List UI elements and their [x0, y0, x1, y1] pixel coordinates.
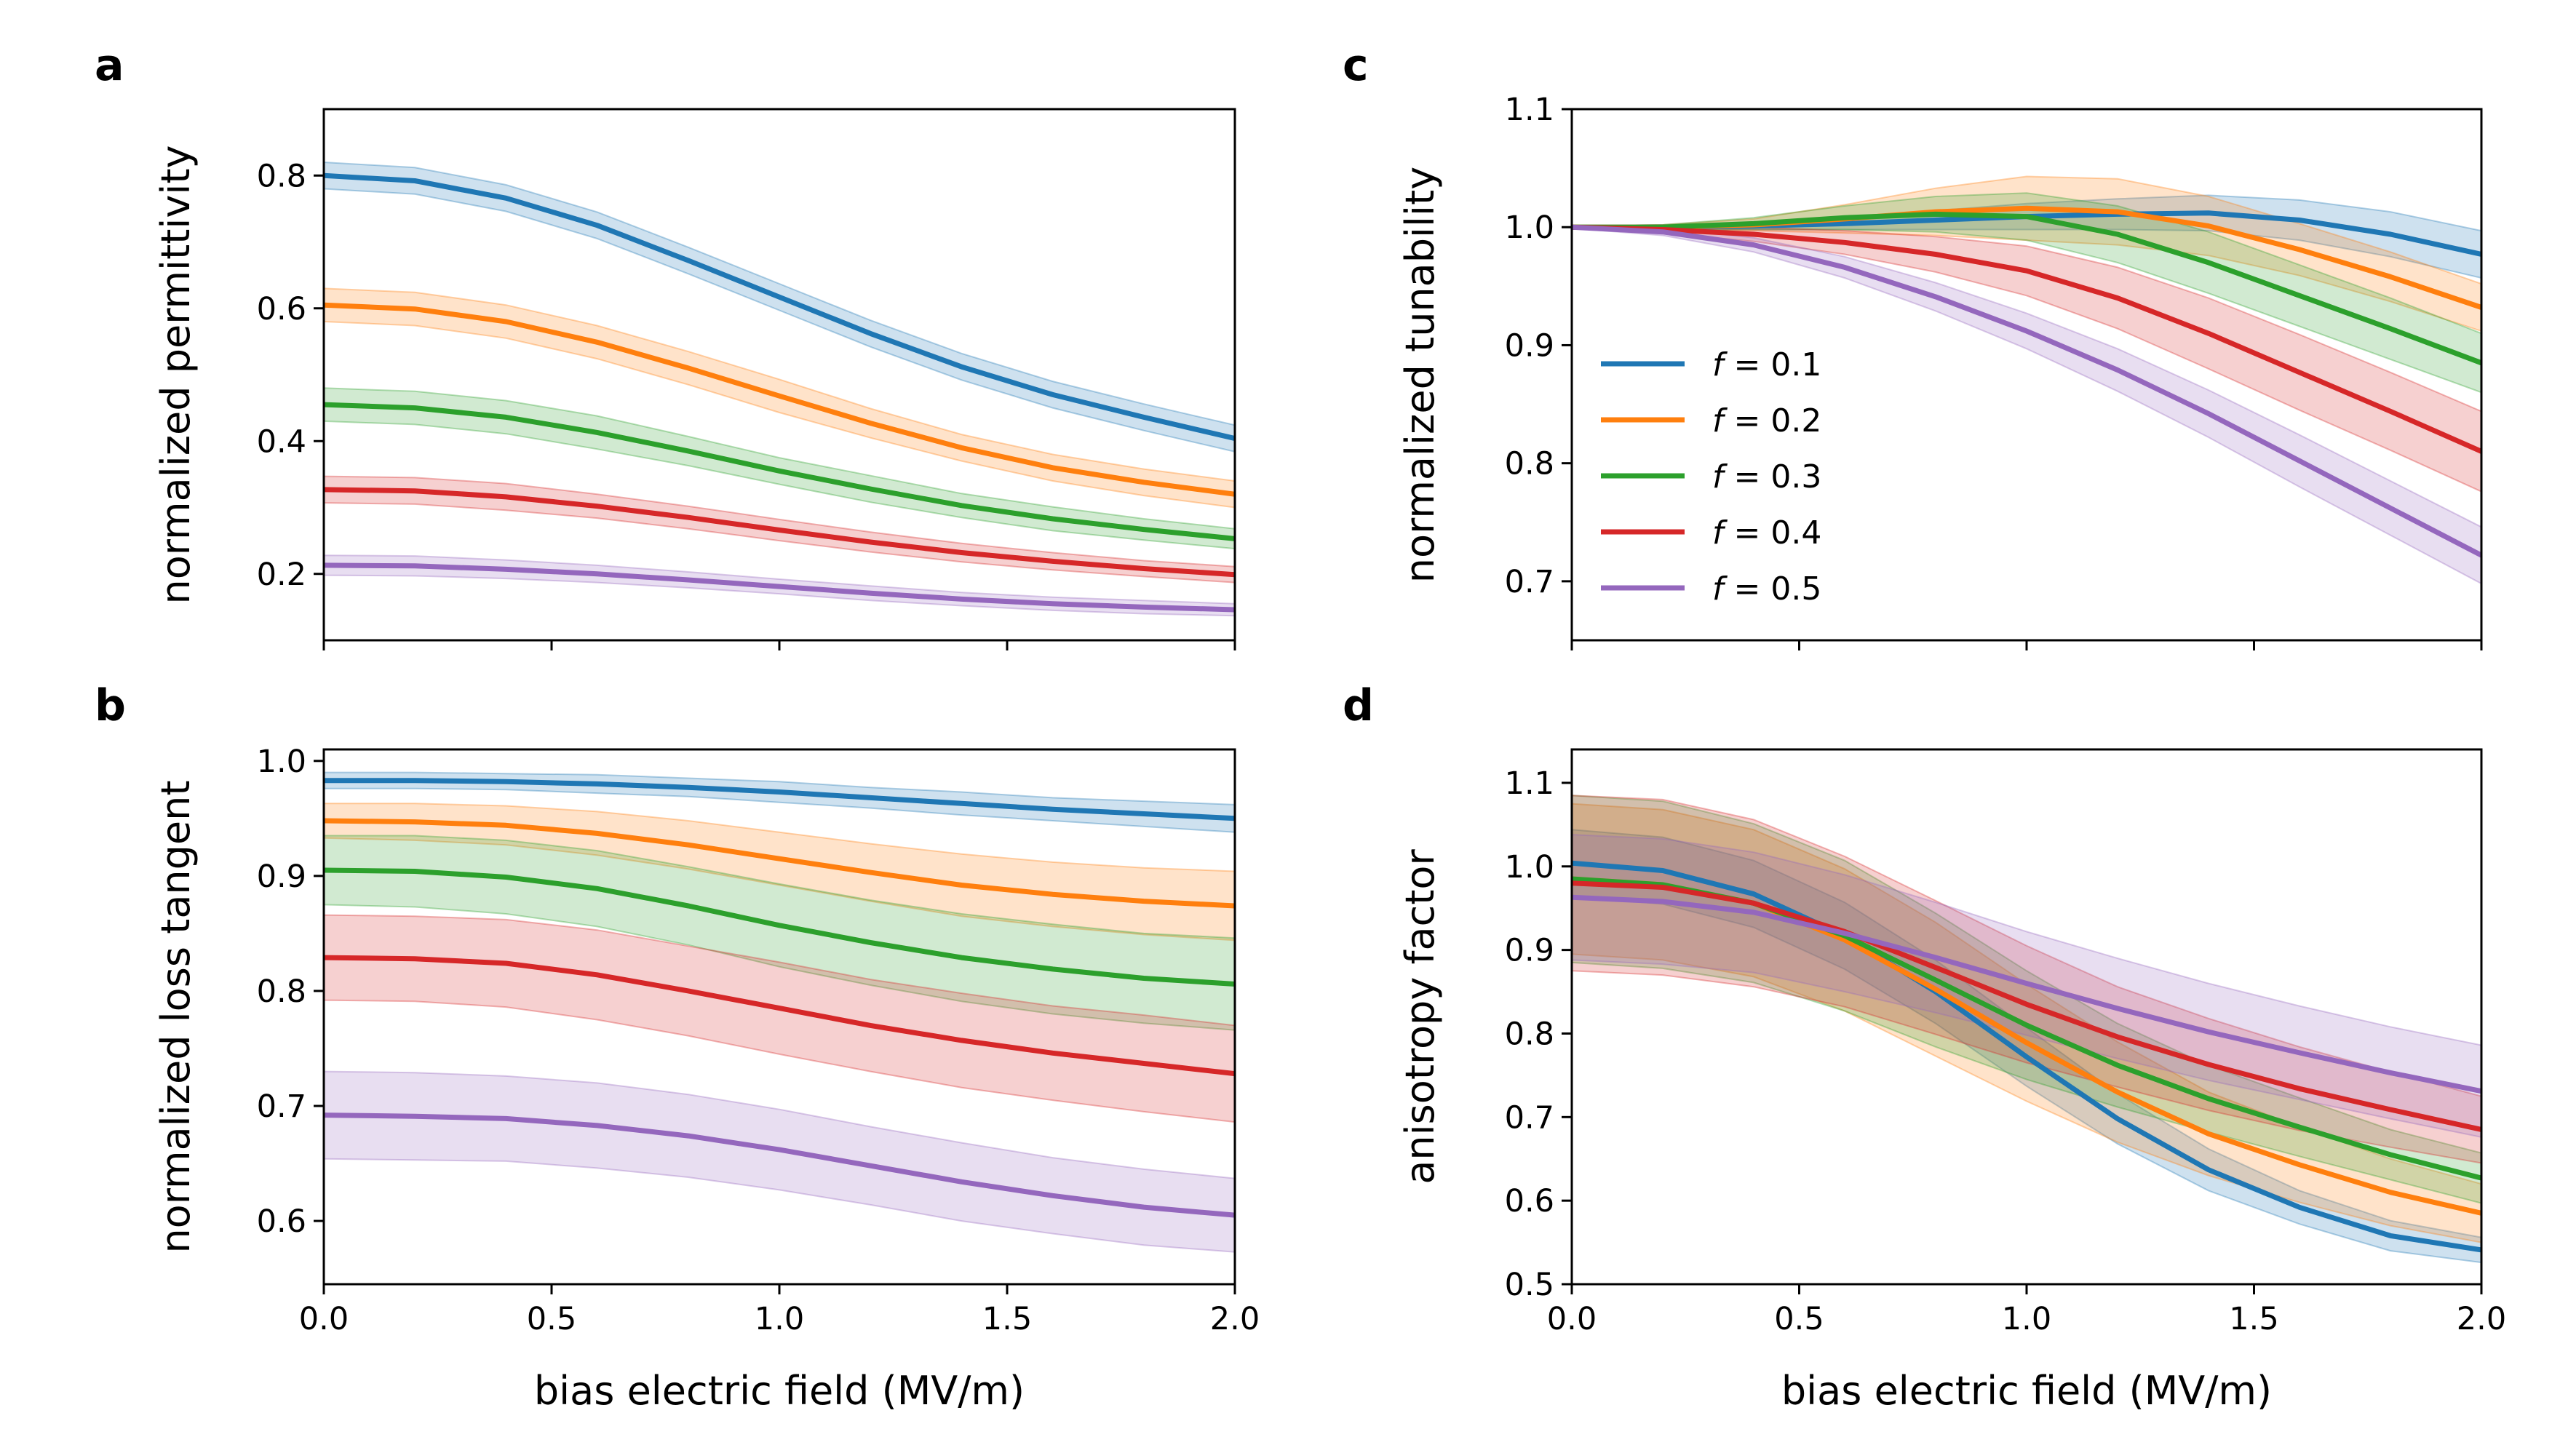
series-line-3 — [1572, 211, 2481, 366]
y-tick-label: 0.9 — [1505, 327, 1554, 364]
legend-value: = 0.4 — [1724, 514, 1822, 552]
x-axis-label: bias electric field (MV/m) — [534, 1368, 1025, 1414]
y-tick-label: 0.8 — [257, 158, 306, 194]
y-tick-label: 0.7 — [1505, 1099, 1554, 1136]
panel-c: 0.7 0.8 0.9 1.0 1.1 normalized tunability c — [1343, 40, 2483, 650]
y-tick-label: 0.8 — [1505, 1016, 1554, 1052]
legend-label-3: f = 0.3 — [1712, 458, 1821, 495]
y-axis-label: anisotropy factor — [1397, 849, 1443, 1185]
y-tick-label: 0.7 — [1505, 564, 1554, 600]
series-line-1 — [1572, 860, 2481, 1253]
uncertainty-band-1 — [324, 771, 1235, 833]
y-tick-label: 1.0 — [1505, 210, 1554, 246]
x-tick-label: 1.0 — [2002, 1301, 2051, 1337]
x-tick-label: 0.0 — [299, 1301, 349, 1337]
panel-b: 0.6 0.7 0.8 0.9 1.0 0.0 0.5 1.0 1.5 2.0 bias elect… — [95, 680, 1260, 1414]
uncertainty-band-5 — [324, 1070, 1235, 1253]
series-line-5 — [1572, 894, 2481, 1094]
y-tick-label: 0.2 — [257, 557, 306, 593]
legend: f = 0.1 f = 0.2 f = 0.3 f = 0.4 f = 0.5 — [1601, 346, 1821, 608]
legend-value: = 0.3 — [1724, 458, 1822, 495]
series-line-3 — [324, 867, 1235, 987]
series-line-1 — [324, 778, 1235, 821]
legend-value: = 0.1 — [1724, 346, 1822, 383]
series-line-4 — [1572, 224, 2481, 454]
x-tick-label: 1.5 — [2229, 1301, 2278, 1337]
legend-label-5: f = 0.5 — [1712, 570, 1821, 608]
panel-letter: c — [1343, 40, 1369, 91]
uncertainty-band-4 — [1572, 225, 2481, 493]
y-tick-label: 1.1 — [1505, 92, 1554, 128]
y-tick-label: 1.0 — [257, 744, 306, 780]
plot-area — [1572, 175, 2481, 585]
series-line-2 — [324, 818, 1235, 909]
uncertainty-band-2 — [324, 803, 1235, 942]
uncertainty-band-5 — [1572, 225, 2481, 585]
plot-area — [1572, 795, 2481, 1264]
x-tick-label: 1.5 — [982, 1301, 1032, 1337]
y-tick-label: 1.1 — [1505, 765, 1554, 802]
series-line-4 — [1572, 880, 2481, 1132]
plot-area — [324, 771, 1235, 1253]
x-tick-label: 0.0 — [1547, 1301, 1597, 1337]
y-tick-label: 0.8 — [257, 974, 306, 1010]
uncertainty-band-1 — [1572, 829, 2481, 1264]
y-tick-label: 0.8 — [1505, 446, 1554, 482]
y-tick-label: 0.7 — [257, 1088, 306, 1125]
uncertainty-band-3 — [324, 387, 1235, 550]
y-tick-label: 1.0 — [1505, 849, 1554, 885]
legend-label-1: f = 0.1 — [1712, 346, 1821, 383]
y-tick-label: 0.4 — [257, 423, 306, 460]
x-tick-label: 0.5 — [527, 1301, 576, 1337]
y-tick-label: 0.5 — [1505, 1267, 1554, 1303]
uncertainty-band-4 — [1572, 795, 2481, 1164]
series-line-5 — [1572, 224, 2481, 558]
y-tick-label: 0.9 — [1505, 933, 1554, 969]
y-axis-label: normalized tunability — [1397, 167, 1443, 583]
x-tick-label: 0.5 — [1774, 1301, 1824, 1337]
y-tick-label: 0.6 — [1505, 1183, 1554, 1219]
panel-d: 0.50.60.70.80.91.01.10.0 0.5 1.0 1.5 2.0bias… — [1343, 680, 2506, 1414]
panel-letter: d — [1343, 680, 1374, 731]
y-axis-label: normalized loss tangent — [153, 780, 199, 1253]
panel-letter: b — [95, 680, 126, 731]
x-tick-label: 2.0 — [1210, 1301, 1260, 1337]
series-line-3 — [324, 402, 1235, 541]
y-tick-label: 0.9 — [257, 859, 306, 895]
x-tick-label: 2.0 — [2457, 1301, 2506, 1337]
series-line-2 — [324, 302, 1235, 497]
legend-value: = 0.2 — [1724, 402, 1822, 439]
series-line-4 — [324, 955, 1235, 1077]
y-tick-label: 0.6 — [257, 291, 306, 327]
x-axis-label: bias electric field (MV/m) — [1781, 1368, 2272, 1414]
panel-a: 0.2 0.4 0.6 0.8 normalized permittivity a — [95, 40, 1236, 650]
series-line-5 — [324, 1112, 1235, 1218]
plot-area — [324, 161, 1235, 617]
uncertainty-band-3 — [1572, 795, 2481, 1204]
legend-label-2: f = 0.2 — [1712, 402, 1821, 439]
y-axis-label: normalized permittivity — [153, 145, 199, 604]
legend-label-4: f = 0.4 — [1712, 514, 1821, 552]
legend-value: = 0.5 — [1724, 570, 1822, 608]
uncertainty-band-3 — [1572, 192, 2481, 394]
series-line-4 — [324, 487, 1235, 578]
series-line-1 — [324, 172, 1235, 442]
panel-letter: a — [95, 40, 124, 91]
y-tick-label: 0.6 — [257, 1203, 306, 1240]
series-line-5 — [324, 562, 1235, 613]
x-tick-label: 1.0 — [755, 1301, 804, 1337]
